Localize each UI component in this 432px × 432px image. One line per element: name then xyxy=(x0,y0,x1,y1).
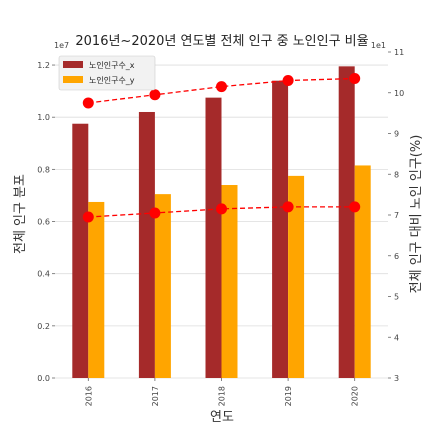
right-tick-label: 6 xyxy=(394,252,399,261)
left-tick-label: 0.6 xyxy=(37,218,50,227)
line-series xyxy=(82,72,361,223)
bar xyxy=(338,66,355,379)
right-scale-label: 1e1 xyxy=(371,41,386,50)
chart-title: 2016년~2020년 연도별 전체 인구 중 노인인구 비율 xyxy=(75,34,368,49)
legend: 노인인구수_x 노인인구수_y xyxy=(58,55,156,91)
left-tick-label: 0.2 xyxy=(37,322,50,331)
legend-swatch xyxy=(63,61,83,68)
line-point xyxy=(216,81,227,93)
line-point xyxy=(149,207,161,219)
bar xyxy=(272,80,289,379)
bar xyxy=(72,123,89,378)
bar xyxy=(88,201,105,378)
right-tick-label: 10 xyxy=(394,89,404,98)
right-tick-label: 8 xyxy=(394,170,399,179)
left-tick-label: 0.8 xyxy=(37,165,50,174)
x-tick-label: 2017 xyxy=(151,386,160,406)
x-axis-label: 연도 xyxy=(210,410,234,425)
bars xyxy=(72,66,371,379)
line-point xyxy=(349,201,361,213)
x-tick-label: 2018 xyxy=(218,386,227,406)
left-tick-label: 1.0 xyxy=(37,113,50,122)
right-axis-ticks: 3 4 5 6 7 8 9 10 11 xyxy=(388,48,404,383)
right-tick-label: 9 xyxy=(394,130,399,139)
x-axis-ticks: 2016 2017 2018 2019 2020 xyxy=(84,378,360,406)
right-tick-label: 5 xyxy=(394,293,399,302)
line-point xyxy=(82,97,94,109)
legend-swatch xyxy=(63,76,83,83)
line-point xyxy=(349,72,361,84)
bar xyxy=(288,175,305,378)
line-point xyxy=(282,201,294,213)
line-point xyxy=(82,211,94,223)
left-tick-label: 0.0 xyxy=(37,374,50,383)
left-tick-label: 1.2 xyxy=(37,61,50,70)
left-scale-label: 1e7 xyxy=(54,41,69,50)
right-tick-label: 11 xyxy=(394,48,404,57)
line-point xyxy=(216,203,227,215)
x-tick-label: 2016 xyxy=(84,386,93,406)
line-series-path xyxy=(88,77,355,104)
bar xyxy=(154,194,171,378)
left-tick-label: 0.4 xyxy=(37,270,50,279)
left-axis-label: 전체 인구 분포 xyxy=(13,174,28,254)
x-tick-label: 2020 xyxy=(351,386,360,406)
legend-label: 노인인구수_x xyxy=(89,60,135,70)
bar xyxy=(221,185,238,378)
bar xyxy=(354,165,371,378)
line-point xyxy=(282,75,294,87)
line-point xyxy=(149,89,161,101)
bar xyxy=(138,111,155,378)
bar xyxy=(205,97,222,378)
x-tick-label: 2019 xyxy=(284,386,293,406)
right-tick-label: 4 xyxy=(394,333,399,342)
right-tick-label: 3 xyxy=(394,374,399,383)
legend-label: 노인인구수_y xyxy=(89,75,135,85)
right-axis-label: 전체 인구 대비 노인 인구(%) xyxy=(409,135,424,294)
right-tick-label: 7 xyxy=(394,211,399,220)
left-axis-ticks: 0.0 0.2 0.4 0.6 0.8 1.0 1.2 xyxy=(37,61,55,383)
line-series-path xyxy=(88,206,355,218)
